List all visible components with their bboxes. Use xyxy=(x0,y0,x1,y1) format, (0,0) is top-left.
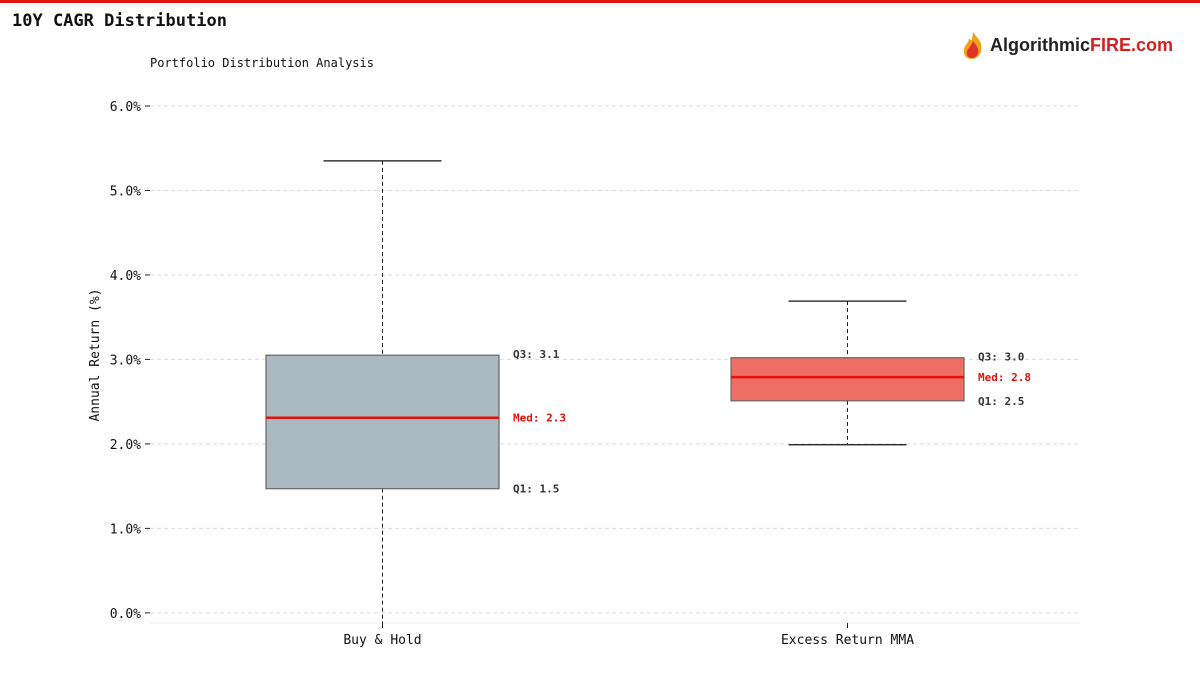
chart-subtitle: Portfolio Distribution Analysis xyxy=(150,56,374,70)
y-tick-label: 2.0% xyxy=(110,438,141,453)
q1-label: Q1: 1.5 xyxy=(513,483,559,496)
top-accent-bar xyxy=(0,0,1200,3)
logo-text-accent: FIRE.com xyxy=(1090,34,1174,55)
box xyxy=(730,357,965,402)
chart-title: 10Y CAGR Distribution xyxy=(12,11,227,31)
q3-label: Q3: 3.1 xyxy=(513,348,560,361)
y-tick-label: 3.0% xyxy=(110,353,141,368)
median-label: Med: 2.8 xyxy=(978,371,1031,384)
y-tick-label: 6.0% xyxy=(110,100,141,115)
y-tick-label: 5.0% xyxy=(110,184,141,199)
median-label: Med: 2.3 xyxy=(513,412,566,425)
q3-label: Q3: 3.0 xyxy=(978,351,1024,364)
y-axis-label: Annual Return (%) xyxy=(88,288,103,421)
x-tick-label: Excess Return MMA xyxy=(781,633,914,648)
flame-icon xyxy=(963,32,982,59)
x-tick-label: Buy & Hold xyxy=(343,633,421,648)
q1-label: Q1: 2.5 xyxy=(978,395,1024,408)
box xyxy=(265,354,500,490)
logo-text-main: Algorithmic xyxy=(990,34,1091,55)
y-tick-label: 1.0% xyxy=(110,522,141,537)
y-tick-label: 4.0% xyxy=(110,269,141,284)
logo: Algorithmic FIRE.com xyxy=(960,30,1173,60)
y-tick-label: 0.0% xyxy=(110,607,141,622)
